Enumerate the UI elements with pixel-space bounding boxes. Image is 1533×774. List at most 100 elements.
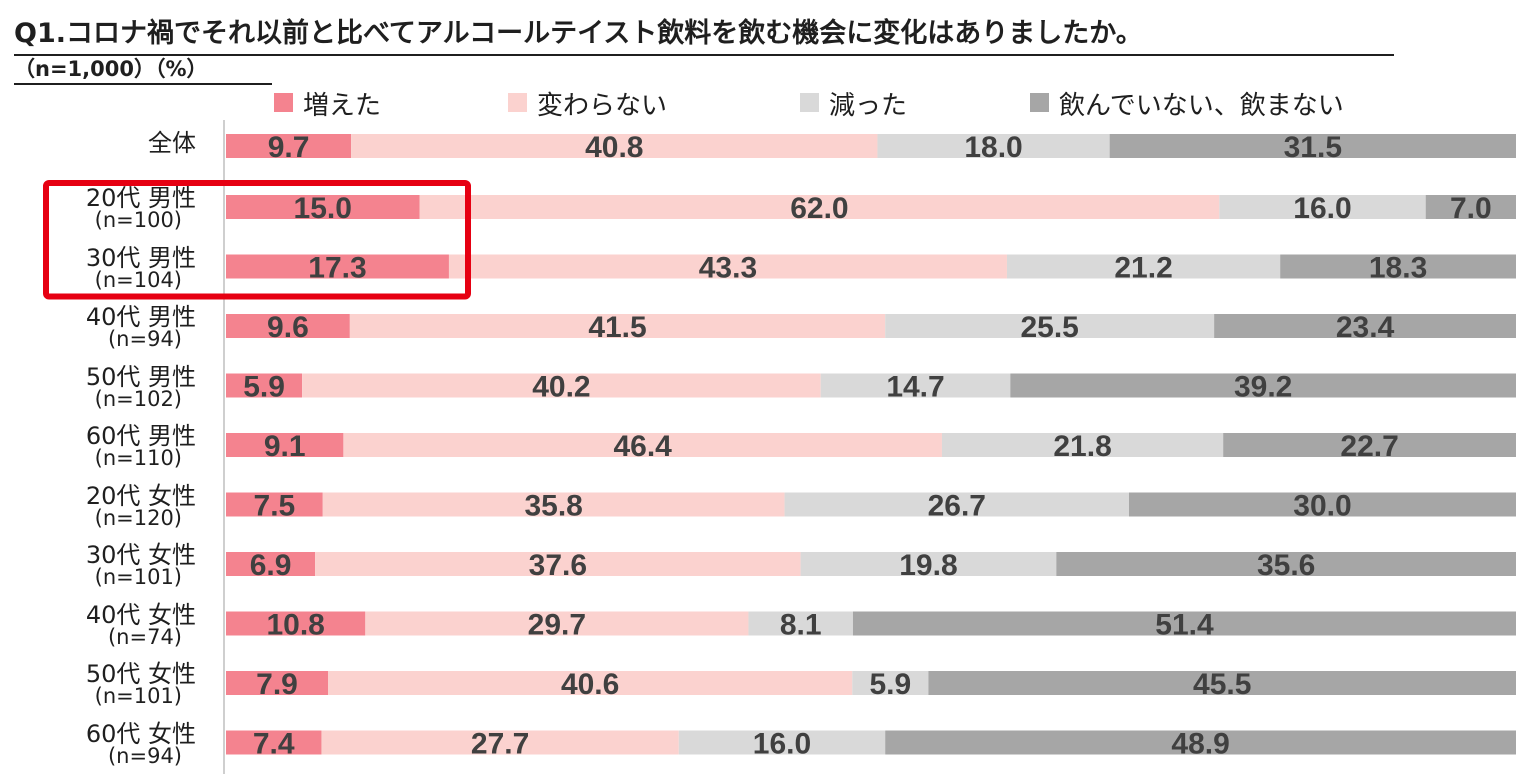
bar-decreased-6 xyxy=(784,492,1129,517)
value-label-increased-3: 9.6 xyxy=(267,311,309,344)
legend-label-decreased: 減った xyxy=(829,91,907,121)
bar-unchanged-6 xyxy=(322,492,785,517)
category-sample-size: (n=110) xyxy=(94,446,182,470)
value-label-unchanged-7: 37.6 xyxy=(529,549,587,582)
value-label-unchanged-8: 29.7 xyxy=(528,609,586,642)
category-name: 30代 女性 xyxy=(85,541,196,569)
value-label-decreased-2: 21.2 xyxy=(1114,252,1172,285)
value-label-increased-10: 7.4 xyxy=(253,728,295,761)
chart-title: Q1.コロナ禍でそれ以前と比べてアルコールテイスト飲料を飲む機会に変化はありまし… xyxy=(14,16,1394,56)
value-label-unchanged-5: 46.4 xyxy=(613,430,672,463)
bar-increased-9 xyxy=(226,671,329,695)
bar-increased-1 xyxy=(226,195,420,219)
value-label-not-drinking-9: 45.5 xyxy=(1193,668,1251,701)
category-sample-size: (n=94) xyxy=(107,743,182,768)
bar-increased-7 xyxy=(226,552,316,576)
category-name: 50代 女性 xyxy=(85,660,196,688)
bar-not-drinking-5 xyxy=(1223,433,1516,457)
bar-not-drinking-6 xyxy=(1129,492,1516,517)
legend-label-not-drinking: 飲んでいない、飲まない xyxy=(1059,91,1344,121)
bar-unchanged-5 xyxy=(343,433,942,457)
value-label-decreased-10: 16.0 xyxy=(753,728,811,761)
bar-unchanged-1 xyxy=(419,195,1220,219)
value-label-not-drinking-1: 7.0 xyxy=(1450,192,1492,225)
bar-unchanged-10 xyxy=(321,730,679,755)
bar-increased-5 xyxy=(226,433,344,457)
value-label-unchanged-2: 43.3 xyxy=(699,252,757,285)
bar-unchanged-0 xyxy=(351,134,878,158)
bar-not-drinking-3 xyxy=(1214,314,1516,338)
category-name: 全体 xyxy=(148,129,196,157)
value-label-decreased-5: 21.8 xyxy=(1053,430,1111,463)
bar-increased-10 xyxy=(226,730,322,755)
bar-decreased-10 xyxy=(678,730,886,755)
value-label-not-drinking-7: 35.6 xyxy=(1257,549,1315,582)
category-name: 40代 男性 xyxy=(85,303,196,331)
bar-increased-6 xyxy=(226,492,323,517)
bar-unchanged-3 xyxy=(349,314,886,338)
bar-decreased-4 xyxy=(820,373,1011,398)
value-label-unchanged-9: 40.6 xyxy=(561,668,619,701)
value-label-not-drinking-0: 31.5 xyxy=(1284,131,1342,164)
bar-not-drinking-1 xyxy=(1425,195,1516,219)
legend-label-increased: 増えた xyxy=(303,91,381,121)
bar-decreased-2 xyxy=(1006,254,1281,279)
bar-not-drinking-0 xyxy=(1109,134,1516,158)
value-label-increased-0: 9.7 xyxy=(268,131,310,164)
bar-unchanged-2 xyxy=(448,254,1007,279)
value-label-unchanged-10: 27.7 xyxy=(471,728,529,761)
bar-increased-4 xyxy=(226,373,303,398)
category-label: 30代 女性 (n=101) xyxy=(40,541,196,589)
chart-subtitle: （n=1,000）（%） xyxy=(14,56,272,85)
value-label-increased-7: 6.9 xyxy=(250,549,292,582)
category-sample-size: (n=120) xyxy=(94,505,182,530)
value-label-increased-5: 9.1 xyxy=(264,430,306,463)
category-label: 20代 男性 (n=100) xyxy=(40,184,196,232)
category-name: 60代 女性 xyxy=(85,719,196,748)
bar-not-drinking-8 xyxy=(852,611,1516,636)
value-label-decreased-7: 19.8 xyxy=(899,549,957,582)
category-label: 60代 女性 (n=94) xyxy=(40,719,196,768)
bar-not-drinking-9 xyxy=(928,671,1516,695)
category-sample-size: (n=101) xyxy=(94,684,182,708)
bar-decreased-3 xyxy=(885,314,1215,338)
category-name: 40代 女性 xyxy=(85,600,196,629)
category-name: 20代 男性 xyxy=(85,184,196,212)
value-label-increased-8: 10.8 xyxy=(266,609,324,642)
category-sample-size: (n=101) xyxy=(94,565,182,589)
bar-decreased-7 xyxy=(800,552,1057,576)
value-label-unchanged-1: 62.0 xyxy=(790,192,848,225)
bar-not-drinking-10 xyxy=(885,730,1516,755)
value-label-decreased-8: 8.1 xyxy=(780,609,822,642)
legend-swatch-unchanged xyxy=(508,93,527,112)
value-label-decreased-6: 26.7 xyxy=(928,490,986,523)
category-label: 60代 男性 (n=110) xyxy=(40,422,196,470)
category-sample-size: (n=100) xyxy=(94,208,182,232)
category-name: 60代 男性 xyxy=(85,422,196,450)
bar-increased-8 xyxy=(226,611,366,636)
bar-decreased-0 xyxy=(877,134,1110,158)
bar-increased-3 xyxy=(226,314,350,338)
value-label-decreased-1: 16.0 xyxy=(1293,192,1351,225)
value-label-not-drinking-3: 23.4 xyxy=(1336,311,1395,344)
value-label-unchanged-0: 40.8 xyxy=(585,131,643,164)
value-label-not-drinking-4: 39.2 xyxy=(1234,371,1292,404)
value-label-decreased-0: 18.0 xyxy=(964,131,1022,164)
value-label-not-drinking-6: 30.0 xyxy=(1293,490,1351,523)
value-label-not-drinking-5: 22.7 xyxy=(1340,430,1398,463)
category-sample-size: (n=74) xyxy=(107,624,182,649)
category-sample-size: (n=102) xyxy=(94,386,182,411)
bar-increased-0 xyxy=(226,134,352,158)
category-label: 20代 女性 (n=120) xyxy=(40,481,196,530)
value-label-decreased-4: 14.7 xyxy=(886,371,944,404)
value-label-increased-2: 17.3 xyxy=(308,252,366,285)
bar-unchanged-7 xyxy=(315,552,801,576)
value-label-decreased-3: 25.5 xyxy=(1020,311,1078,344)
category-label: 全体 xyxy=(40,129,196,157)
bar-not-drinking-7 xyxy=(1056,552,1516,576)
legend-swatch-decreased xyxy=(800,93,819,112)
category-label: 30代 男性 (n=104) xyxy=(40,246,196,291)
category-name: 20代 女性 xyxy=(85,481,196,510)
value-label-unchanged-4: 40.2 xyxy=(532,371,590,404)
bar-unchanged-8 xyxy=(365,611,749,636)
